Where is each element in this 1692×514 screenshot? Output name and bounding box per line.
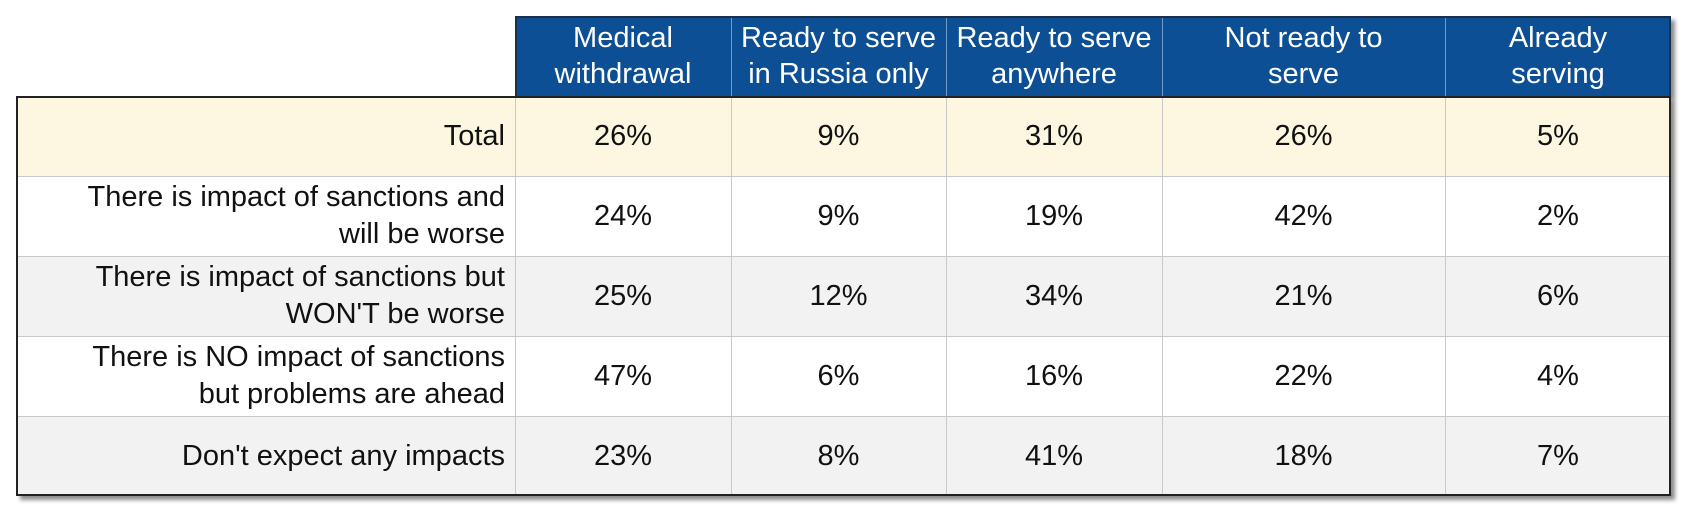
- value-cell: 7%: [1537, 439, 1579, 472]
- value-cell: 26%: [593, 119, 653, 152]
- row-label: There is NO impact of sanctions but prob…: [92, 341, 505, 410]
- row-label: There is impact of sanctions but WON'T b…: [95, 261, 505, 330]
- value-cell: 18%: [1274, 439, 1333, 472]
- value-cell: 8%: [817, 439, 860, 472]
- value-cell: 25%: [593, 279, 653, 312]
- value-cell: 6%: [1537, 279, 1579, 312]
- column-gridline: [1162, 96, 1163, 496]
- total-row: Total 26% 9% 31% 26% 5%: [17, 96, 1670, 176]
- value-cell: 42%: [1274, 199, 1333, 232]
- value-cell: 34%: [1024, 279, 1084, 312]
- column-gridline: [515, 96, 516, 496]
- column-header: Ready to serve in Russia only: [740, 22, 937, 90]
- value-cell: 24%: [593, 199, 653, 232]
- value-cell: 9%: [817, 199, 860, 232]
- value-cell: 47%: [593, 359, 653, 392]
- value-cell: 31%: [1024, 119, 1084, 152]
- table-row: Don't expect any impacts 23% 8% 41% 18% 7%: [17, 416, 1670, 496]
- row-gridline: [17, 256, 1670, 257]
- column-gridline: [1445, 96, 1446, 496]
- header-divider: [1162, 16, 1163, 96]
- row-gridline: [17, 336, 1670, 337]
- value-cell: 16%: [1024, 359, 1084, 392]
- value-cell: 6%: [817, 359, 860, 392]
- column-header: Ready to serve anywhere: [956, 22, 1152, 90]
- value-cell: 23%: [593, 439, 653, 472]
- value-cell: 26%: [1274, 119, 1333, 152]
- table-row: There is NO impact of sanctions but prob…: [17, 336, 1670, 416]
- column-gridline: [731, 96, 732, 496]
- table-row: There is impact of sanctions and will be…: [17, 176, 1670, 256]
- row-label: There is impact of sanctions and will be…: [87, 181, 505, 250]
- value-cell: 2%: [1537, 199, 1579, 232]
- row-gridline: [17, 416, 1670, 417]
- header-divider: [946, 16, 947, 96]
- value-cell: 41%: [1024, 439, 1084, 472]
- value-cell: 22%: [1274, 359, 1333, 392]
- value-cell: 5%: [1537, 119, 1579, 152]
- row-label: Don't expect any impacts: [181, 439, 505, 472]
- column-header: Already serving: [1508, 22, 1608, 90]
- value-cell: 21%: [1274, 279, 1333, 312]
- header-band: [515, 16, 1671, 96]
- column-header: Not ready to serve: [1224, 22, 1383, 90]
- row-gridline: [17, 176, 1670, 177]
- value-cell: 4%: [1537, 359, 1579, 392]
- header-divider: [731, 16, 732, 96]
- table-row: There is impact of sanctions but WON'T b…: [17, 256, 1670, 336]
- header-divider: [1445, 16, 1446, 96]
- column-gridline: [946, 96, 947, 496]
- row-label: Total: [443, 119, 505, 152]
- value-cell: 12%: [809, 279, 868, 312]
- value-cell: 9%: [817, 119, 860, 152]
- column-header: Medical withdrawal: [554, 22, 692, 90]
- value-cell: 19%: [1024, 199, 1084, 232]
